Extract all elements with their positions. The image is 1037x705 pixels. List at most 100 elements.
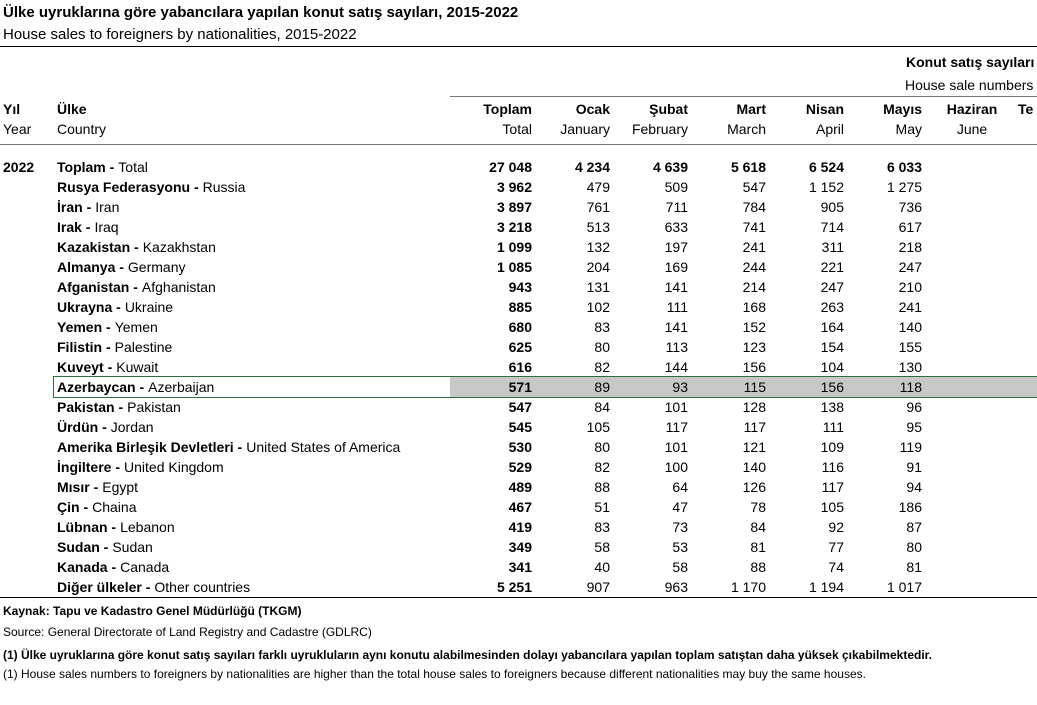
cell: 96	[906, 399, 922, 415]
cell: 6 524	[808, 159, 844, 175]
country: Rusya Federasyonu - Russia	[57, 177, 437, 197]
cell: 93	[672, 379, 688, 395]
cell: 117	[665, 419, 688, 435]
cell: 140	[742, 459, 766, 475]
country-en: Kazakhstan	[142, 239, 216, 255]
cell: 186	[898, 499, 922, 515]
cell: 4 639	[652, 159, 688, 175]
cell: 247	[898, 259, 922, 275]
rule	[0, 144, 1037, 145]
country-en: Jordan	[110, 419, 154, 435]
cell: 154	[820, 339, 844, 355]
cell: 92	[828, 519, 844, 535]
cell: 152	[742, 319, 766, 335]
source-en: Source: General Directorate of Land Regi…	[3, 625, 372, 639]
country-en: Russia	[202, 179, 246, 195]
cell: 47	[672, 499, 688, 515]
country-tr: Azerbaycan -	[57, 379, 145, 395]
country-en: Canada	[120, 559, 170, 575]
cell: 479	[586, 179, 610, 195]
column-header: Te	[1018, 101, 1034, 117]
cell: 905	[820, 199, 844, 215]
cell: 241	[742, 239, 766, 255]
row-highlight	[450, 377, 1037, 398]
cell: 95	[906, 419, 922, 435]
column-header: Nisan	[805, 101, 844, 117]
country-en: Kuwait	[116, 359, 159, 375]
country: Yemen - Yemen	[57, 317, 437, 337]
country-tr: Mısır -	[57, 479, 99, 495]
cell: 78	[750, 499, 766, 515]
cell: 40	[594, 559, 610, 575]
country-tr: Çin -	[57, 499, 89, 515]
cell: 3 962	[496, 179, 532, 195]
country-tr: Kuveyt -	[57, 359, 113, 375]
cell: 111	[666, 299, 688, 315]
cell: 221	[820, 259, 844, 275]
cell: 509	[664, 179, 688, 195]
cell: 111	[822, 419, 844, 435]
country: Çin - Chaina	[57, 497, 437, 517]
cell: 3 218	[496, 219, 532, 235]
country-en: Palestine	[114, 339, 173, 355]
note: (1) Ülke uyruklarına göre konut satış sa…	[3, 648, 933, 662]
country: Lübnan - Lebanon	[57, 517, 437, 537]
cell: 83	[594, 319, 610, 335]
cell: 241	[898, 299, 922, 315]
cell: 547	[742, 179, 766, 195]
cell: 113	[665, 339, 688, 355]
cell: 101	[664, 399, 688, 415]
cell: 118	[899, 379, 922, 395]
cell: 53	[672, 539, 688, 555]
cell: 3 897	[496, 199, 532, 215]
cell: 121	[742, 439, 766, 455]
subtitle: House sales to foreigners by nationaliti…	[3, 26, 357, 43]
cell: 88	[750, 559, 766, 575]
cell: 81	[750, 539, 766, 555]
column-header-en: April	[815, 121, 844, 137]
country-tr: Filistin -	[57, 339, 111, 355]
cell: 204	[586, 259, 610, 275]
cell: 1 152	[808, 179, 844, 195]
cell: 311	[821, 239, 844, 255]
cell: 164	[820, 319, 844, 335]
cell: 711	[665, 199, 688, 215]
cell: 119	[899, 439, 922, 455]
rule	[0, 46, 1037, 47]
country-tr: Lübnan -	[57, 519, 117, 535]
cell: 94	[906, 479, 922, 495]
cell: 89	[594, 379, 610, 395]
country-tr: Toplam -	[57, 159, 115, 175]
column-header: Ocak	[575, 101, 610, 117]
cell: 102	[586, 299, 610, 315]
cell: 131	[586, 279, 610, 295]
cell: 91	[906, 459, 922, 475]
column-header-en: June	[956, 121, 988, 137]
cell: 156	[820, 379, 844, 395]
source: Kaynak: Tapu ve Kadastro Genel Müdürlüğü…	[3, 604, 302, 618]
cell: 141	[664, 279, 688, 295]
cell: 5 618	[730, 159, 766, 175]
cell: 51	[594, 499, 610, 515]
cell: 736	[898, 199, 922, 215]
country: Filistin - Palestine	[57, 337, 437, 357]
cell: 617	[898, 219, 922, 235]
cell: 349	[508, 539, 532, 555]
country-en: Iran	[95, 199, 120, 215]
column-header: Ülke	[57, 101, 87, 117]
country-en: United Kingdom	[124, 459, 224, 475]
country-tr: Diğer ülkeler -	[57, 579, 151, 595]
column-header-en: Year	[3, 121, 32, 137]
cell: 169	[664, 259, 688, 275]
country: Mısır - Egypt	[57, 477, 437, 497]
country: Irak - Iraq	[57, 217, 437, 237]
cell: 341	[508, 559, 532, 575]
cell: 784	[742, 199, 766, 215]
cell: 244	[742, 259, 766, 275]
cell: 88	[594, 479, 610, 495]
country: Amerika Birleşik Devletleri - United Stat…	[57, 437, 437, 457]
cell: 130	[898, 359, 922, 375]
column-header: Haziran	[946, 101, 998, 117]
column-header: Mayıs	[883, 101, 922, 117]
